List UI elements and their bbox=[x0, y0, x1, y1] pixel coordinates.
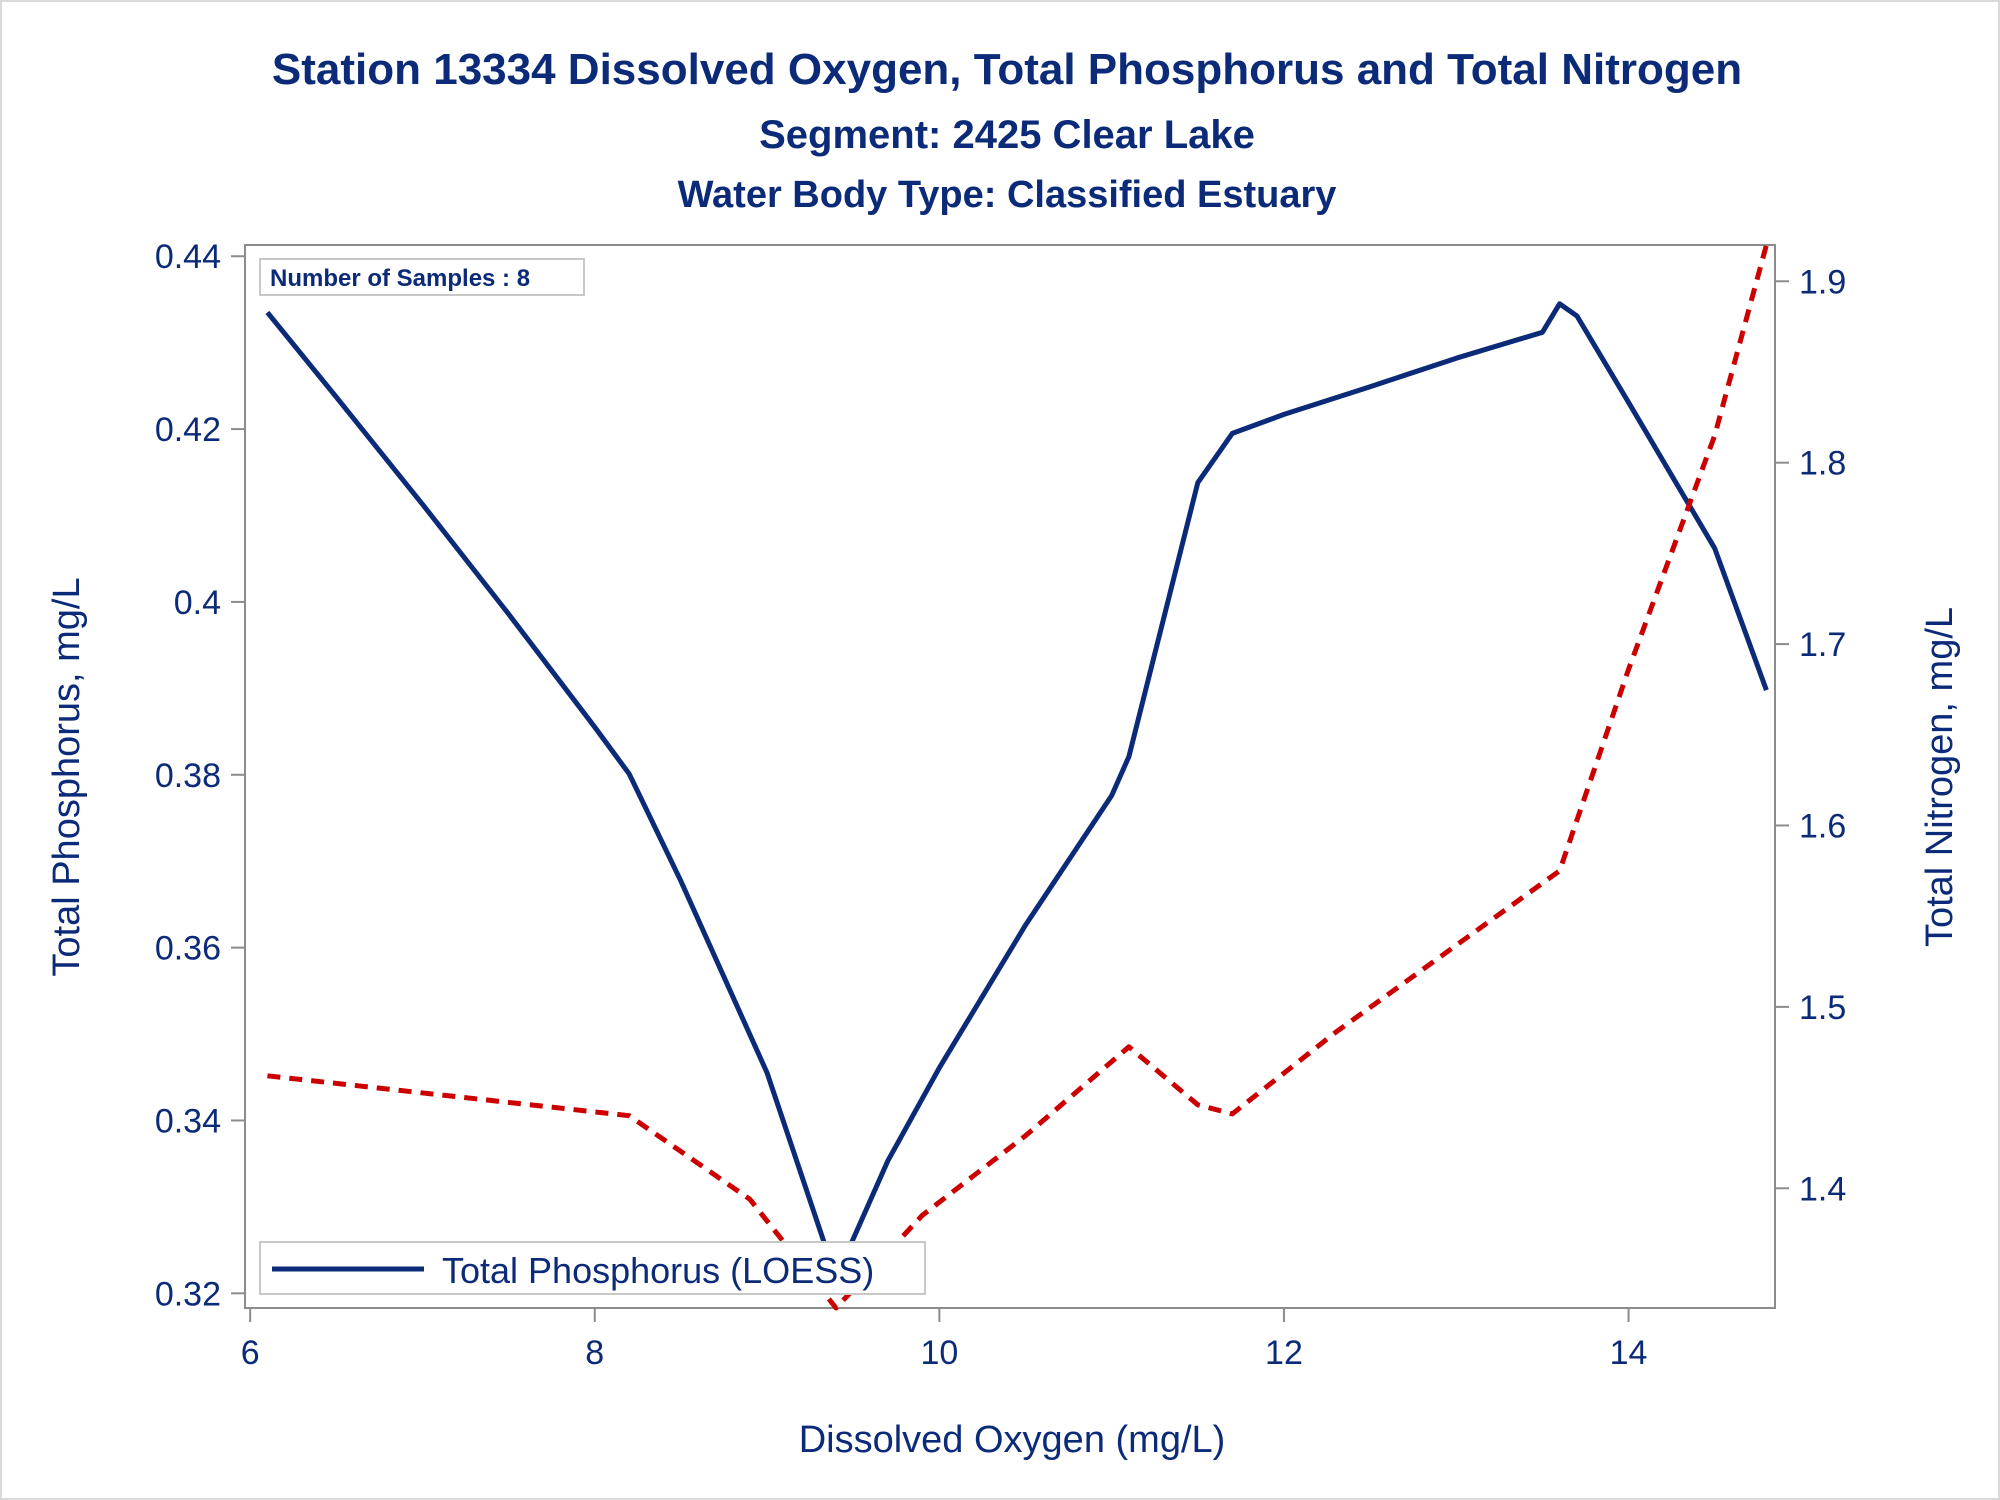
sample-count-label: Number of Samples : 8 bbox=[270, 265, 530, 292]
x-tick-label: 8 bbox=[585, 1334, 604, 1372]
y-tick-label: 0.42 bbox=[155, 411, 221, 449]
y2-tick-label: 1.4 bbox=[1799, 1170, 1846, 1208]
y-tick-label: 0.44 bbox=[155, 238, 221, 276]
y-tick-label: 0.4 bbox=[174, 584, 221, 622]
y-axis-label: Total Phosphorus, mg/L bbox=[46, 577, 88, 976]
y2-tick-label: 1.9 bbox=[1799, 263, 1846, 301]
x-tick-label: 10 bbox=[920, 1334, 958, 1372]
y-tick-label: 0.34 bbox=[155, 1102, 221, 1140]
x-axis-label: Dissolved Oxygen (mg/L) bbox=[799, 1419, 1226, 1461]
series-layer bbox=[265, 244, 1769, 1311]
x-tick-label: 12 bbox=[1265, 1334, 1303, 1372]
y-tick-label: 0.36 bbox=[155, 930, 221, 968]
legend-label: Total Phosphorus (LOESS) bbox=[442, 1250, 874, 1291]
y2-tick-label: 1.7 bbox=[1799, 626, 1846, 664]
y-axis-right: 1.4 1.5 1.6 1.7 1.8 1.9 bbox=[1775, 263, 1846, 1208]
y-tick-label: 0.38 bbox=[155, 757, 221, 795]
plot-area-border bbox=[244, 244, 1776, 1309]
sample-count-box bbox=[259, 258, 585, 296]
series-line-total-phosphorus bbox=[265, 301, 1769, 1281]
y-axis-left: 0.32 0.34 0.36 0.38 0.4 0.42 0.44 bbox=[155, 238, 245, 1313]
y2-tick-label: 1.5 bbox=[1799, 989, 1846, 1027]
y-tick-label: 0.32 bbox=[155, 1275, 221, 1313]
y2-tick-label: 1.6 bbox=[1799, 807, 1846, 845]
chart-subtitle: Segment: 2425 Clear Lake bbox=[759, 113, 1255, 157]
x-axis: 6 8 10 12 14 bbox=[241, 1308, 1648, 1372]
chart-title: Station 13334 Dissolved Oxygen, Total Ph… bbox=[272, 45, 1742, 94]
series-line-total-nitrogen bbox=[267, 244, 1769, 1311]
y2-axis-label: Total Nitrogen, mg/L bbox=[1919, 607, 1961, 947]
x-tick-label: 14 bbox=[1610, 1334, 1648, 1372]
chart-subtitle-2: Water Body Type: Classified Estuary bbox=[678, 174, 1337, 216]
y2-tick-label: 1.8 bbox=[1799, 445, 1846, 483]
x-tick-label: 6 bbox=[241, 1334, 260, 1372]
